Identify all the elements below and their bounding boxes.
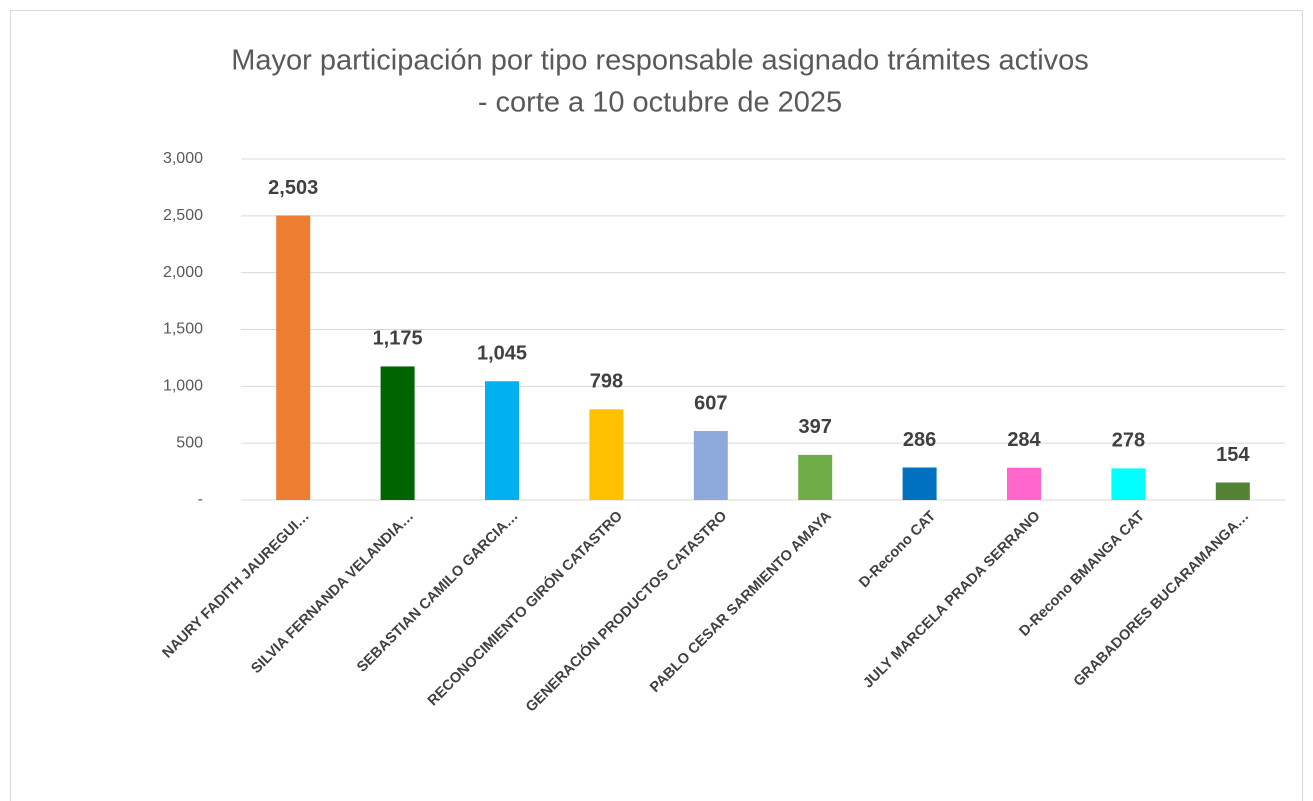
chart-frame xyxy=(10,10,1303,801)
value-label: 154 xyxy=(1216,444,1250,466)
bar xyxy=(589,409,624,500)
bar xyxy=(380,366,415,500)
bar xyxy=(276,215,311,500)
y-tick-label: 1,000 xyxy=(163,378,203,395)
bar xyxy=(1007,467,1041,500)
value-label: 286 xyxy=(903,429,936,451)
value-label: 2,503 xyxy=(268,177,318,199)
bar xyxy=(1215,482,1250,500)
y-tick-label: - xyxy=(198,491,203,508)
value-label: 278 xyxy=(1112,430,1145,452)
bar xyxy=(693,431,728,500)
y-tick-label: 500 xyxy=(176,434,203,451)
bar xyxy=(1111,468,1146,500)
value-label: 607 xyxy=(694,392,727,414)
value-label: 1,045 xyxy=(477,342,527,364)
bar xyxy=(902,467,937,500)
bar xyxy=(485,381,519,500)
y-tick-label: 2,000 xyxy=(163,264,203,281)
bar xyxy=(798,454,833,500)
value-label: 1,175 xyxy=(373,328,423,350)
y-tick-label: 3,000 xyxy=(163,150,203,167)
chart-title: - corte a 10 octubre de 2025 xyxy=(478,87,842,119)
chart-title: Mayor participación por tipo responsable… xyxy=(231,45,1089,77)
y-tick-label: 2,500 xyxy=(163,207,203,224)
y-tick-label: 1,500 xyxy=(163,321,203,338)
value-label: 397 xyxy=(799,416,832,438)
value-label: 284 xyxy=(1007,429,1041,451)
value-label: 798 xyxy=(590,371,623,393)
